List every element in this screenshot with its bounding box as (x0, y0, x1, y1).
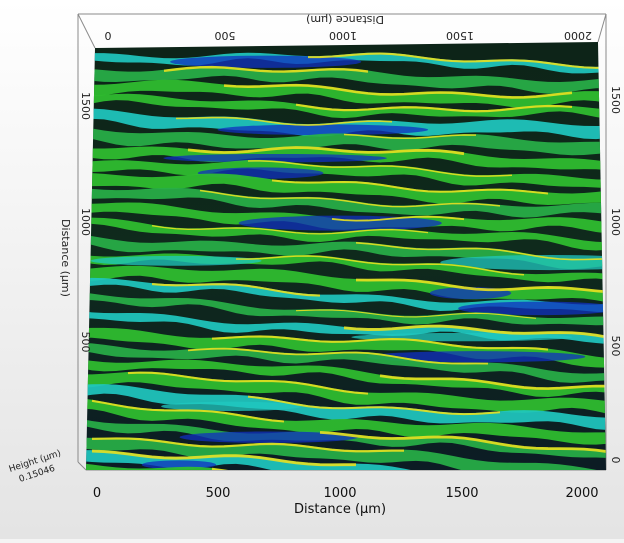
valley-patch (90, 255, 262, 266)
ridge-highlight (199, 189, 501, 208)
ridge-highlight (319, 430, 606, 454)
top-tick-2000: 2000 (564, 29, 592, 42)
top-tick-1500: 1500 (446, 29, 474, 42)
top-tick-1000: 1000 (329, 29, 357, 42)
ridge-band (86, 234, 606, 270)
ridge-highlight (235, 255, 525, 276)
right-tick-500: 500 (609, 336, 622, 357)
ridge-highlight (247, 395, 501, 416)
ridge-band (86, 217, 606, 251)
ridge-highlight (163, 65, 369, 73)
valley-patch (170, 55, 362, 68)
ridge-band (86, 291, 606, 326)
ridge-band (86, 450, 606, 470)
ridge-highlight (223, 83, 573, 99)
top-tick-0: 0 (105, 29, 112, 42)
ridge-highlight (379, 374, 606, 390)
ridge-highlight (271, 179, 549, 195)
valley-patch (161, 401, 302, 412)
ridge-highlight (247, 160, 513, 177)
ridge-highlight (151, 225, 429, 235)
ridge-band (86, 277, 606, 313)
ridge-highlight (91, 449, 357, 467)
ridge-band (86, 173, 606, 206)
ridge-highlight (91, 437, 405, 453)
bottom-axis-label: Distance (μm) (294, 502, 386, 517)
ridge-highlight (211, 335, 549, 351)
ridge-highlight (187, 347, 489, 365)
ridge-band (86, 384, 606, 431)
ridge-band (86, 342, 606, 383)
ridge-band (86, 371, 606, 414)
valley-patch (163, 153, 387, 163)
bottom-tick-0: 0 (93, 486, 101, 501)
ridge-highlight (355, 278, 606, 294)
valley-patch (366, 351, 586, 363)
right-tick-1000: 1000 (609, 208, 622, 236)
bottom-tick-1500: 1500 (445, 486, 478, 501)
height-readout: Height (μm) 0.15046 (8, 449, 63, 485)
right-tick-1500: 1500 (609, 86, 622, 114)
ridge-highlight (355, 242, 606, 261)
ridge-highlight (295, 309, 537, 319)
top-axis-label: Distance (μm) (306, 13, 384, 26)
bottom-tick-1000: 1000 (323, 486, 356, 501)
ridge-band (86, 187, 606, 218)
ridge-band (86, 359, 606, 397)
valley-patch (346, 487, 450, 499)
right-tick-0: 0 (609, 457, 622, 464)
bottom-tick-500: 500 (206, 486, 231, 501)
ridge-band (86, 108, 606, 140)
left-tick-500: 500 (79, 332, 92, 353)
ridge-highlight (127, 371, 369, 395)
valley-patch (217, 124, 429, 136)
ridge-highlight (343, 324, 606, 339)
top-axis: Distance (μm) 0 500 1000 1500 2000 (105, 13, 593, 42)
ridge-highlight (187, 146, 465, 156)
ridge-highlight (91, 399, 285, 423)
ridge-highlight (295, 103, 573, 113)
surface-texture (86, 42, 606, 499)
bottom-axis: 0 500 1000 1500 2000 Distance (μm) (93, 486, 599, 517)
left-tick-1000: 1000 (79, 208, 92, 236)
ridge-band (86, 398, 606, 445)
bottom-tick-2000: 2000 (565, 486, 598, 501)
valley-patch (458, 301, 606, 316)
ridge-highlight (343, 133, 477, 140)
ridge-band (86, 202, 606, 234)
left-axis-label: Distance (μm) (59, 219, 72, 297)
ridge-highlight (151, 283, 321, 297)
ridge-band (86, 93, 606, 119)
top-tick-500: 500 (215, 29, 236, 42)
valley-patch (179, 431, 359, 443)
ridge-band (86, 66, 606, 94)
ridge-highlight (331, 215, 465, 222)
ridge-highlight (175, 116, 393, 126)
ridge-band (86, 79, 606, 109)
left-axis: Distance (μm) 1500 1000 500 (59, 92, 92, 353)
right-axis: 1500 1000 500 0 (609, 86, 622, 464)
ridge-highlight (307, 52, 606, 69)
ridge-band (86, 437, 606, 470)
ridge-band (86, 159, 606, 189)
left-tick-1500: 1500 (79, 92, 92, 120)
surface-bottom-edge (86, 470, 606, 476)
ridge-band (86, 126, 606, 156)
